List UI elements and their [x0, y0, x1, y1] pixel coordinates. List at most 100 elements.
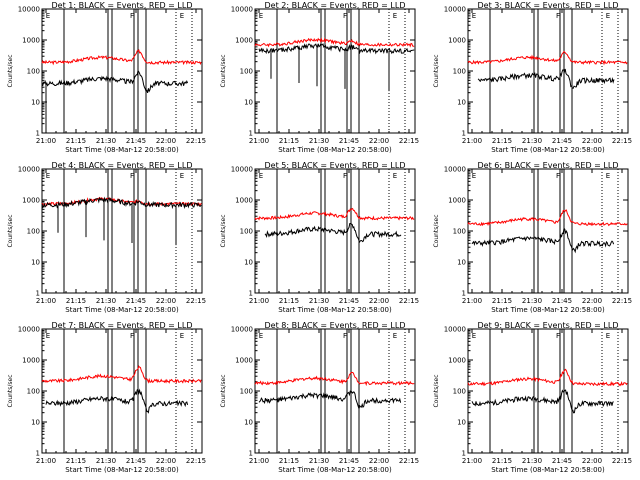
marker-letter: F [556, 332, 560, 340]
y-tick-label: 100 [240, 68, 253, 76]
y-tick-label: 1 [462, 450, 466, 458]
y-tick-label: 1 [36, 290, 40, 298]
panel-title: Det 1: BLACK = Events, RED = LLD [52, 1, 193, 10]
marker-letter: F [130, 12, 134, 20]
y-tick-label: 1 [249, 130, 253, 138]
x-axis-title: Start Time (08-Mar-12 20:58:00) [491, 306, 605, 314]
y-axis-title: Counts/sec [433, 54, 440, 87]
x-tick-label: 22:00 [582, 457, 602, 465]
x-tick-label: 22:15 [399, 297, 419, 305]
x-tick-label: 22:00 [369, 137, 389, 145]
y-tick-label: 100 [240, 228, 253, 236]
x-axis-title: Start Time (08-Mar-12 20:58:00) [65, 306, 179, 314]
y-tick-label: 1000 [448, 357, 466, 365]
y-axis-title: Counts/sec [220, 374, 227, 407]
panel-title: Det 5: BLACK = Events, RED = LLD [265, 161, 406, 170]
x-tick-label: 21:45 [339, 137, 359, 145]
y-tick-label: 1000 [235, 37, 253, 45]
y-tick-label: 10 [244, 99, 253, 107]
detector-panel-5: Det 5: BLACK = Events, RED = LLD 21:00 21:… [220, 161, 419, 314]
y-axis-title: Counts/sec [7, 54, 14, 87]
marker-letter: E [259, 332, 263, 340]
y-tick-label: 1 [36, 130, 40, 138]
detector-panel-9: Det 9: BLACK = Events, RED = LLD 21:00 21:… [433, 321, 632, 474]
lld-series-line [254, 371, 415, 387]
x-tick-label: 21:15 [492, 457, 512, 465]
marker-letter: E [606, 332, 610, 340]
events-series-line [45, 388, 189, 414]
y-tick-label: 1 [462, 290, 466, 298]
x-tick-label: 21:00 [36, 297, 56, 305]
detector-panel-1: Det 1: BLACK = Events, RED = LLD 21:00 21:… [7, 1, 206, 154]
marker-letter: E [180, 12, 184, 20]
x-tick-label: 21:00 [462, 457, 482, 465]
y-tick-label: 100 [453, 68, 466, 76]
plot-frame [467, 328, 629, 454]
lld-series-line [467, 209, 628, 227]
y-tick-label: 10000 [18, 166, 40, 174]
plot-frame [41, 8, 203, 134]
lld-series-line [41, 365, 202, 384]
y-tick-label: 1000 [448, 37, 466, 45]
panel-title: Det 2: BLACK = Events, RED = LLD [265, 1, 406, 10]
x-tick-label: 22:00 [156, 137, 176, 145]
x-tick-label: 21:00 [36, 137, 56, 145]
x-axis-title: Start Time (08-Mar-12 20:58:00) [278, 146, 392, 154]
x-tick-label: 21:45 [126, 137, 146, 145]
x-tick-label: 21:00 [36, 457, 56, 465]
panel-title: Det 4: BLACK = Events, RED = LLD [52, 161, 193, 170]
detector-panel-6: Det 6: BLACK = Events, RED = LLD 21:00 21:… [433, 161, 632, 314]
y-tick-label: 10 [457, 259, 466, 267]
x-tick-label: 22:15 [612, 297, 632, 305]
y-tick-label: 100 [27, 228, 40, 236]
plot-frame [41, 328, 203, 454]
marker-letter: F [130, 172, 134, 180]
x-tick-label: 22:00 [582, 137, 602, 145]
marker-letter: F [343, 12, 347, 20]
x-tick-label: 21:45 [126, 457, 146, 465]
x-tick-label: 21:30 [309, 297, 329, 305]
x-tick-label: 21:15 [66, 137, 86, 145]
y-tick-label: 1000 [22, 37, 40, 45]
marker-letter: E [472, 12, 476, 20]
lld-series-line [254, 37, 415, 48]
y-axis-title: Counts/sec [433, 374, 440, 407]
y-tick-label: 1000 [22, 357, 40, 365]
events-series-line [41, 196, 202, 210]
marker-letter: E [472, 172, 476, 180]
x-tick-label: 21:00 [249, 137, 269, 145]
x-axis-title: Start Time (08-Mar-12 20:58:00) [491, 466, 605, 474]
y-tick-label: 10000 [231, 6, 253, 14]
marker-letter: E [606, 12, 610, 20]
y-axis-title: Counts/sec [220, 214, 227, 247]
y-tick-label: 100 [453, 388, 466, 396]
y-axis-title: Counts/sec [7, 214, 14, 247]
x-axis-title: Start Time (08-Mar-12 20:58:00) [491, 146, 605, 154]
x-tick-label: 21:30 [309, 457, 329, 465]
marker-letter: E [46, 172, 50, 180]
y-tick-label: 10000 [231, 166, 253, 174]
x-tick-label: 22:00 [156, 457, 176, 465]
x-tick-label: 21:45 [552, 137, 572, 145]
marker-letter: F [556, 172, 560, 180]
y-tick-label: 1000 [235, 197, 253, 205]
marker-letter: F [343, 172, 347, 180]
x-tick-label: 21:00 [462, 137, 482, 145]
x-tick-label: 21:00 [249, 297, 269, 305]
y-tick-label: 1 [249, 290, 253, 298]
y-tick-label: 10 [31, 259, 40, 267]
marker-letter: E [393, 332, 397, 340]
x-tick-label: 21:15 [66, 297, 86, 305]
x-tick-label: 22:15 [399, 137, 419, 145]
y-tick-label: 1000 [448, 197, 466, 205]
x-axis-title: Start Time (08-Mar-12 20:58:00) [278, 466, 392, 474]
marker-letter: F [343, 332, 347, 340]
marker-letter: E [46, 332, 50, 340]
x-tick-label: 22:15 [186, 297, 206, 305]
panel-title: Det 9: BLACK = Events, RED = LLD [478, 321, 619, 330]
lld-series-line [41, 48, 202, 66]
x-tick-label: 21:30 [522, 457, 542, 465]
plot-frame [467, 168, 629, 294]
y-tick-label: 10000 [444, 6, 466, 14]
